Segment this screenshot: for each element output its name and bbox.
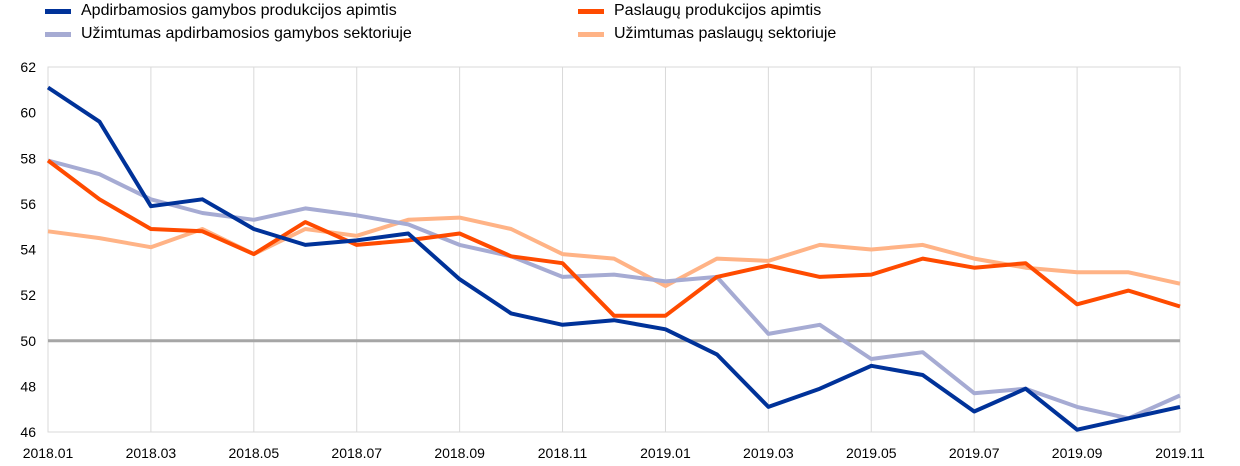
series-line-services-output xyxy=(46,158,1181,318)
y-tick-label: 54 xyxy=(20,242,36,258)
x-tick-label: 2019.03 xyxy=(743,445,794,461)
legend-item-manufacturing-output: Apdirbamosios gamybos produkcijos apimti… xyxy=(45,2,397,20)
x-tick-label: 2019.09 xyxy=(1052,445,1103,461)
x-tick-label: 2018.11 xyxy=(538,445,588,461)
legend-label-services-output: Paslaugų produkcijos apimtis xyxy=(614,2,822,19)
x-tick-label: 2019.11 xyxy=(1155,445,1205,461)
y-tick-label: 46 xyxy=(20,424,36,440)
legend-swatch-manufacturing-output xyxy=(45,8,71,14)
y-tick-label: 58 xyxy=(20,150,36,166)
legend-item-services-employment: Užimtumas paslaugų sektoriuje xyxy=(578,25,836,43)
legend-item-manufacturing-employment: Užimtumas apdirbamosios gamybos sektoriu… xyxy=(45,25,412,43)
x-tick-label: 2018.07 xyxy=(331,445,382,461)
chart-legend: Apdirbamosios gamybos produkcijos apimti… xyxy=(0,0,1240,50)
legend-label-manufacturing-output: Apdirbamosios gamybos produkcijos apimti… xyxy=(81,2,397,19)
legend-label-services-employment: Užimtumas paslaugų sektoriuje xyxy=(614,25,837,42)
x-tick-label: 2018.01 xyxy=(23,445,74,461)
plot-area-border xyxy=(47,66,1181,433)
x-tick-label: 2019.05 xyxy=(846,445,897,461)
series-line-manufacturing-employment xyxy=(47,158,1181,421)
x-tick-label: 2019.01 xyxy=(640,445,691,461)
legend-swatch-services-employment xyxy=(578,31,604,37)
legend-swatch-services-output xyxy=(578,8,604,14)
x-tick-label: 2018.03 xyxy=(126,445,177,461)
x-tick-label: 2018.05 xyxy=(229,445,280,461)
legend-item-services-output: Paslaugų produkcijos apimtis xyxy=(578,2,821,20)
y-tick-label: 52 xyxy=(20,287,36,303)
y-tick-label: 56 xyxy=(20,196,36,212)
series-line-manufacturing-output xyxy=(46,85,1181,432)
y-tick-label: 48 xyxy=(20,378,36,394)
y-tick-label: 62 xyxy=(20,59,36,75)
x-tick-label: 2018.09 xyxy=(434,445,485,461)
x-tick-label: 2019.07 xyxy=(949,445,1000,461)
y-tick-label: 60 xyxy=(20,105,36,121)
legend-label-manufacturing-employment: Užimtumas apdirbamosios gamybos sektoriu… xyxy=(81,25,412,42)
legend-swatch-manufacturing-employment xyxy=(45,31,71,37)
y-tick-label: 50 xyxy=(20,333,36,349)
